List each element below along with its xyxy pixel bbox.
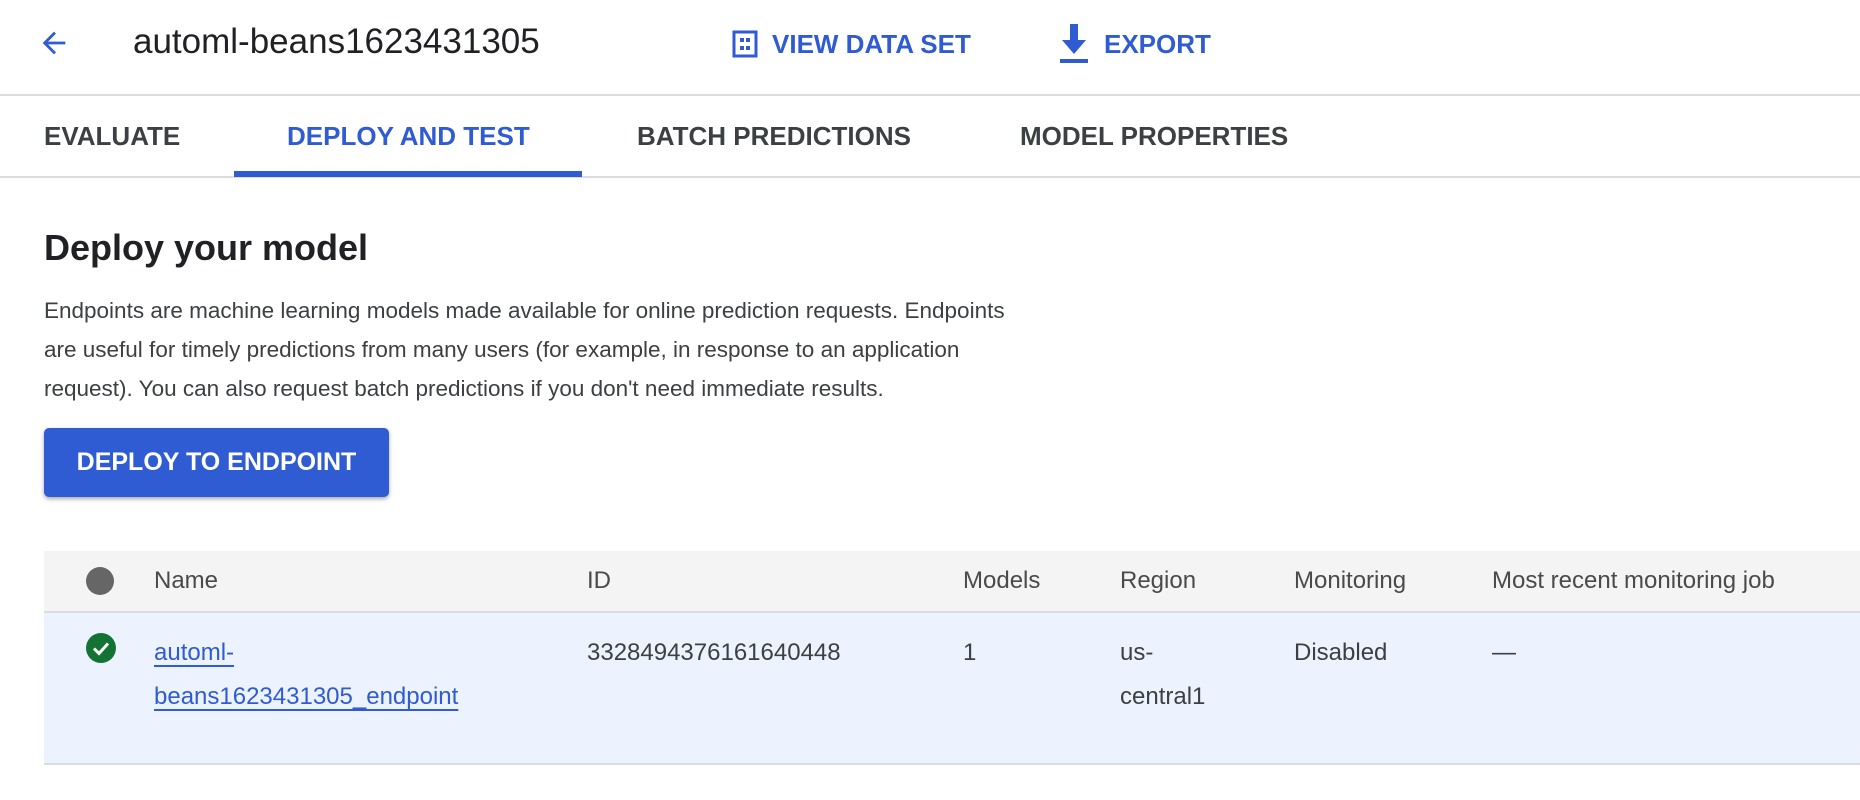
column-header-models[interactable]: Models	[963, 567, 1041, 594]
monitoring-status: Disabled	[1294, 639, 1388, 666]
table-row: automl- beans1623431305_endpoint 3328494…	[44, 613, 1860, 765]
description-line: Endpoints are machine learning models ma…	[44, 298, 1005, 323]
section-description: Endpoints are machine learning models ma…	[44, 291, 1244, 408]
export-button[interactable]: EXPORT	[1058, 24, 1211, 64]
endpoint-id: 3328494376161640448	[587, 639, 841, 666]
deploy-to-endpoint-button[interactable]: DEPLOY TO ENDPOINT	[44, 428, 389, 497]
region-line: us-	[1120, 639, 1154, 666]
view-data-set-label: VIEW DATA SET	[772, 28, 971, 59]
endpoint-name-link[interactable]: automl- beans1623431305_endpoint	[154, 631, 458, 719]
tab-evaluate[interactable]: EVALUATE	[44, 121, 181, 151]
description-line: are useful for timely predictions from m…	[44, 337, 960, 362]
column-header-name[interactable]: Name	[154, 567, 219, 594]
models-count: 1	[963, 639, 977, 666]
table-header: Name ID Models Region Monitoring Most re…	[44, 551, 1860, 613]
column-header-monitoring[interactable]: Monitoring	[1294, 567, 1407, 594]
status-column-icon	[86, 567, 114, 595]
region: us- central1	[1120, 631, 1205, 719]
page-title: automl-beans1623431305	[133, 22, 540, 61]
column-header-region[interactable]: Region	[1120, 567, 1197, 594]
tab-deploy-and-test[interactable]: DEPLOY AND TEST	[287, 121, 530, 151]
section-heading: Deploy your model	[44, 227, 369, 268]
tab-bar: EVALUATE DEPLOY AND TEST BATCH PREDICTIO…	[0, 96, 1860, 178]
tab-batch-predictions[interactable]: BATCH PREDICTIONS	[637, 121, 911, 151]
endpoint-name-line[interactable]: beans1623431305_endpoint	[154, 683, 459, 710]
download-icon	[1060, 24, 1088, 63]
back-arrow-icon[interactable]	[34, 26, 74, 60]
recent-monitoring-job: —	[1492, 639, 1516, 666]
view-data-set-button[interactable]: VIEW DATA SET	[732, 24, 971, 64]
grid-icon	[732, 30, 758, 58]
top-bar: automl-beans1623431305 VIEW DATA SET EXP…	[0, 0, 1860, 96]
check-circle-icon	[86, 633, 116, 663]
active-tab-indicator	[234, 171, 582, 177]
endpoint-name-line[interactable]: automl-	[154, 639, 235, 666]
region-line: central1	[1120, 683, 1206, 710]
export-label: EXPORT	[1104, 28, 1211, 59]
tab-model-properties[interactable]: MODEL PROPERTIES	[1020, 121, 1289, 151]
column-header-recent-job[interactable]: Most recent monitoring job	[1492, 567, 1775, 594]
column-header-id[interactable]: ID	[587, 567, 611, 594]
description-line: request). You can also request batch pre…	[44, 376, 884, 401]
